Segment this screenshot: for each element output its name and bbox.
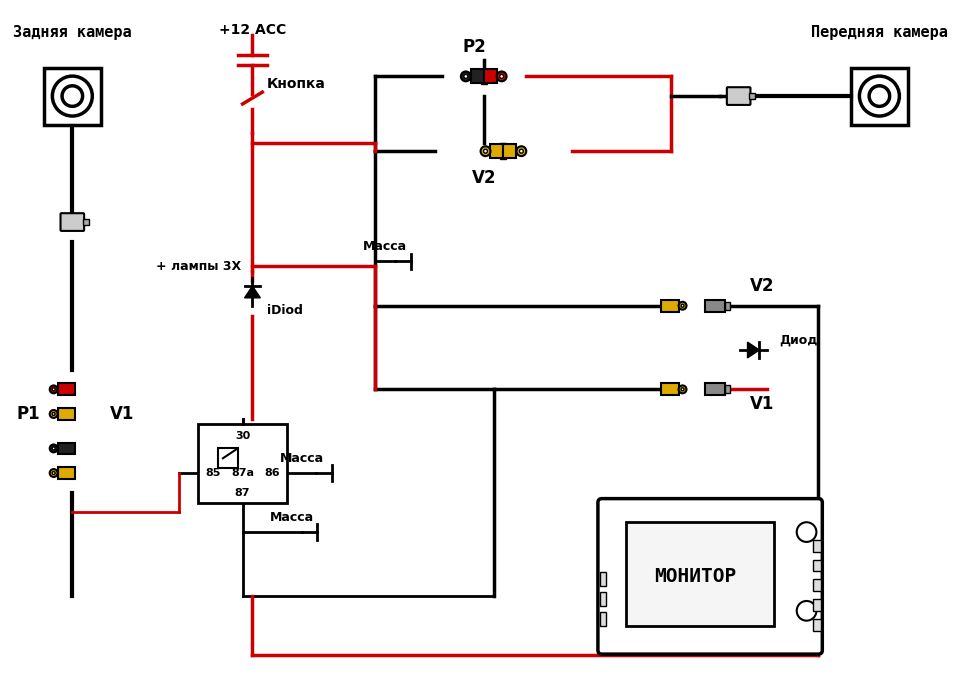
Circle shape	[50, 410, 58, 418]
Polygon shape	[245, 286, 260, 297]
Text: V2: V2	[471, 169, 496, 187]
Text: + лампы 3Х: + лампы 3Х	[156, 260, 241, 273]
Text: 85: 85	[205, 468, 221, 478]
Text: МОНИТОР: МОНИТОР	[654, 567, 736, 586]
FancyBboxPatch shape	[598, 498, 823, 654]
Text: V1: V1	[109, 405, 134, 423]
Circle shape	[679, 302, 686, 309]
Bar	[84, 219, 89, 225]
Bar	[813, 619, 822, 631]
Circle shape	[52, 412, 55, 416]
Text: Диод: Диод	[779, 334, 818, 346]
Bar	[44, 67, 101, 125]
Circle shape	[797, 522, 816, 542]
Circle shape	[50, 444, 58, 452]
Circle shape	[461, 71, 470, 81]
Circle shape	[52, 447, 55, 450]
Bar	[500, 144, 506, 159]
Bar	[706, 300, 725, 312]
Bar	[600, 573, 606, 586]
Bar	[813, 540, 822, 552]
Circle shape	[62, 86, 83, 106]
Circle shape	[481, 146, 491, 156]
Bar	[481, 69, 487, 84]
Bar	[600, 612, 606, 626]
Bar	[813, 559, 822, 571]
Circle shape	[797, 601, 816, 621]
Bar	[600, 592, 606, 606]
Bar	[58, 408, 75, 420]
Bar	[218, 449, 238, 468]
Bar	[58, 384, 75, 395]
Circle shape	[464, 74, 468, 78]
Bar	[491, 144, 503, 158]
Text: Задняя камера: Задняя камера	[13, 25, 132, 40]
Polygon shape	[748, 342, 759, 358]
Bar	[851, 67, 908, 125]
Circle shape	[679, 386, 686, 393]
Circle shape	[50, 469, 58, 477]
Circle shape	[681, 304, 684, 307]
Bar	[813, 580, 822, 591]
Bar	[660, 300, 679, 312]
Text: 30: 30	[235, 430, 251, 440]
Text: 86: 86	[264, 468, 280, 478]
Text: V2: V2	[750, 277, 774, 295]
Bar	[484, 69, 496, 83]
Text: P2: P2	[462, 38, 486, 56]
Text: Кнопка: Кнопка	[267, 77, 326, 91]
Bar	[813, 599, 822, 611]
Text: Передняя камера: Передняя камера	[811, 25, 948, 40]
Bar	[58, 442, 75, 454]
Text: iDiod: iDiod	[267, 304, 303, 317]
Bar	[725, 302, 730, 309]
Circle shape	[500, 74, 504, 78]
Bar	[725, 386, 730, 393]
Text: Масса: Масса	[363, 240, 407, 253]
Bar	[627, 522, 774, 626]
Text: +12 ACC: +12 ACC	[219, 23, 286, 37]
Circle shape	[681, 388, 684, 391]
Text: Масса: Масса	[279, 452, 324, 465]
Text: Масса: Масса	[270, 511, 314, 524]
FancyBboxPatch shape	[60, 214, 84, 231]
Bar	[199, 424, 287, 503]
Bar	[470, 69, 484, 83]
Text: P1: P1	[16, 405, 40, 423]
FancyBboxPatch shape	[727, 88, 751, 105]
Circle shape	[516, 146, 526, 156]
Circle shape	[50, 386, 58, 393]
Text: V1: V1	[750, 395, 774, 413]
Bar	[706, 384, 725, 395]
Bar	[503, 144, 516, 158]
Text: 87: 87	[235, 488, 251, 498]
Text: 87a: 87a	[231, 468, 254, 478]
Bar	[750, 93, 756, 99]
Circle shape	[53, 76, 92, 116]
Circle shape	[496, 71, 507, 81]
Circle shape	[869, 86, 890, 106]
Circle shape	[519, 149, 523, 153]
Circle shape	[859, 76, 900, 116]
Circle shape	[52, 472, 55, 475]
Circle shape	[484, 149, 488, 153]
Bar	[58, 467, 75, 479]
Circle shape	[52, 388, 55, 391]
Bar	[660, 384, 679, 395]
